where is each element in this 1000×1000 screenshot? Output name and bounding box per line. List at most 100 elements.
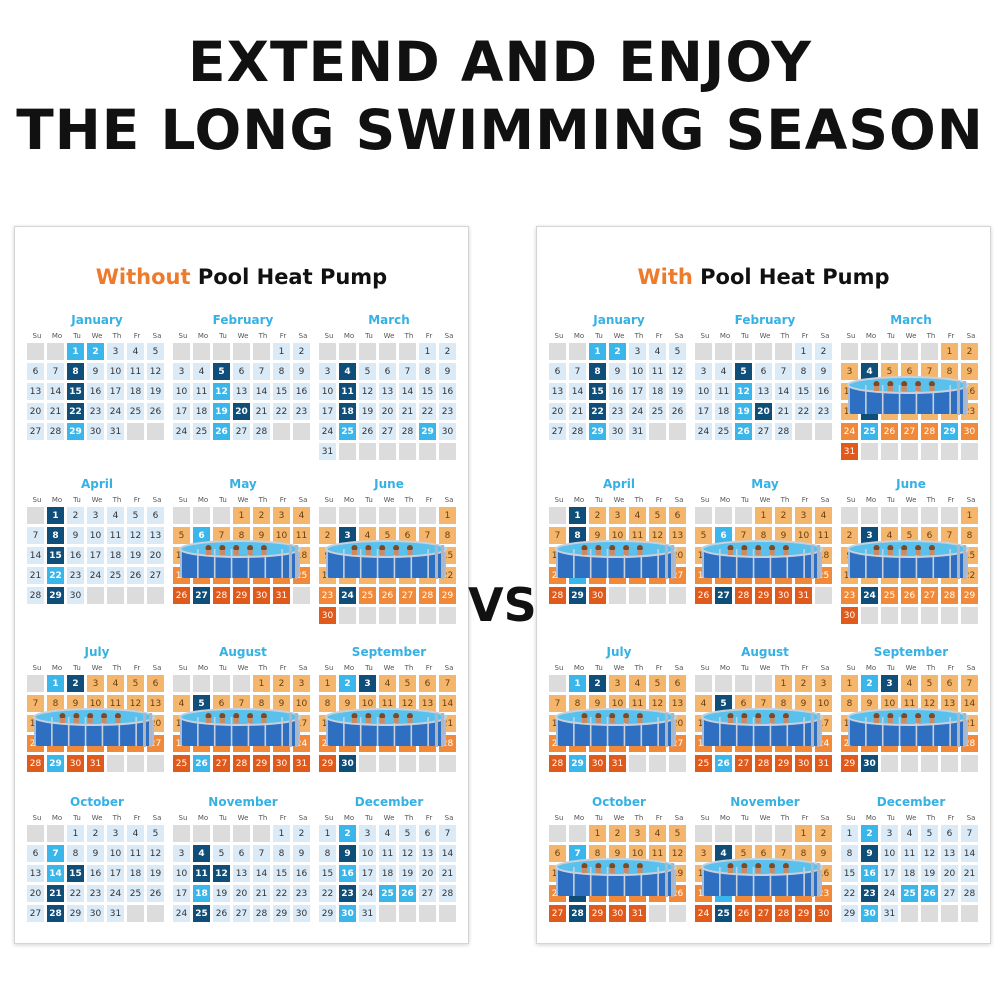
weekday-label: Mo: [343, 332, 355, 340]
weekday-label: Su: [32, 814, 42, 822]
day-cell: 1: [775, 675, 792, 692]
weekday-label: Th: [926, 496, 936, 504]
month-november: November Su Mo Tu We Th Fr Sa 1 2 3 4 5 6 7 8 9 10 11 12 13 1…: [695, 795, 835, 922]
day-cell: 13: [549, 383, 566, 400]
day-cell: 20: [941, 715, 958, 732]
day-cell: 28: [27, 755, 44, 772]
day-cell: 14: [233, 715, 250, 732]
day-cell: 9: [339, 845, 356, 862]
weekday-label: We: [613, 664, 625, 672]
day-cell: 18: [629, 715, 646, 732]
empty-day-cell: [127, 423, 144, 440]
day-cell: 24: [629, 885, 646, 902]
day-cell: 3: [795, 507, 812, 524]
day-cell: 17: [629, 865, 646, 882]
day-cell: 9: [861, 845, 878, 862]
empty-day-cell: [695, 825, 712, 842]
day-cell: 6: [715, 527, 732, 544]
day-grid: 1 2 3 4 5 6 7 8 9 10 11 12 13 14 15 16 17 18 19 20 21 22 23 24 2…: [841, 825, 981, 922]
day-cell: 26: [921, 885, 938, 902]
day-cell: 7: [941, 527, 958, 544]
day-cell: 8: [569, 527, 586, 544]
empty-day-cell: [901, 905, 918, 922]
weekday-label: Mo: [719, 332, 731, 340]
day-cell: 20: [233, 885, 250, 902]
day-cell: 11: [107, 695, 124, 712]
day-cell: 24: [173, 905, 190, 922]
month-name: February: [734, 313, 796, 327]
day-cell: 2: [589, 507, 606, 524]
day-cell: 4: [649, 825, 666, 842]
month-august: August Su Mo Tu We Th Fr Sa 1 2 3 4 5 6 7 8 9 10 11 12 13 14 1…: [695, 645, 835, 772]
weekday-label: Sa: [298, 496, 308, 504]
day-cell: 21: [549, 567, 566, 584]
day-cell: 13: [27, 383, 44, 400]
day-cell: 8: [67, 363, 84, 380]
day-cell: 2: [815, 343, 832, 360]
day-cell: 15: [47, 547, 64, 564]
day-cell: 28: [961, 735, 978, 752]
day-cell: 12: [669, 845, 686, 862]
day-cell: 11: [127, 845, 144, 862]
day-cell: 9: [293, 845, 310, 862]
day-cell: 25: [173, 755, 190, 772]
weekday-header: Su Mo Tu We Th Fr Sa: [695, 811, 835, 825]
empty-day-cell: [941, 755, 958, 772]
day-cell: 11: [173, 715, 190, 732]
day-cell: 12: [695, 547, 712, 564]
day-cell: 22: [273, 885, 290, 902]
weekday-label: Th: [404, 814, 414, 822]
day-cell: 5: [921, 825, 938, 842]
day-cell: 16: [815, 383, 832, 400]
day-cell: 9: [795, 695, 812, 712]
month-july: July Su Mo Tu We Th Fr Sa 1 2 3 4 5 6 7 8 9 10 11 12 13 14 15 1…: [549, 645, 689, 772]
day-cell: 27: [399, 587, 416, 604]
day-cell: 5: [669, 825, 686, 842]
day-grid: 1 2 3 4 5 6 7 8 9 10 11 12 13 14 15 16 17 18 19 20 21 22 23 24 2…: [27, 825, 167, 922]
panel-title-accent: With: [637, 265, 693, 289]
day-grid: 1 2 3 4 5 6 7 8 9 10 11 12 13 14 15 16 17 18 19 20 21 22 23 24 2…: [319, 675, 459, 772]
day-cell: 1: [755, 507, 772, 524]
weekday-label: Tu: [365, 496, 373, 504]
day-cell: 5: [193, 695, 210, 712]
empty-day-cell: [755, 343, 772, 360]
empty-day-cell: [735, 507, 752, 524]
day-cell: 28: [439, 735, 456, 752]
day-cell: 11: [649, 845, 666, 862]
day-cell: 11: [339, 383, 356, 400]
month-name: September: [351, 645, 427, 659]
day-cell: 15: [961, 547, 978, 564]
day-cell: 2: [815, 825, 832, 842]
weekday-label: Fr: [425, 664, 433, 672]
day-cell: 21: [569, 403, 586, 420]
day-cell: 10: [339, 547, 356, 564]
day-cell: 21: [439, 865, 456, 882]
empty-day-cell: [881, 443, 898, 460]
empty-day-cell: [861, 507, 878, 524]
day-cell: 28: [735, 587, 752, 604]
day-cell: 5: [399, 825, 416, 842]
day-cell: 1: [419, 343, 436, 360]
weekday-label: Su: [554, 664, 564, 672]
day-cell: 30: [273, 755, 290, 772]
weekday-label: Th: [780, 332, 790, 340]
day-cell: 4: [293, 507, 310, 524]
day-cell: 27: [233, 905, 250, 922]
weekday-label: Tu: [741, 664, 749, 672]
day-cell: 18: [649, 865, 666, 882]
day-cell: 30: [795, 755, 812, 772]
day-cell: 25: [695, 755, 712, 772]
empty-day-cell: [213, 343, 230, 360]
day-cell: 9: [815, 363, 832, 380]
day-cell: 3: [173, 845, 190, 862]
weekday-label: Th: [112, 664, 122, 672]
day-cell: 23: [589, 567, 606, 584]
day-cell: 2: [67, 507, 84, 524]
vs-label: VS: [468, 578, 537, 632]
empty-day-cell: [319, 343, 336, 360]
empty-day-cell: [173, 343, 190, 360]
day-cell: 26: [127, 735, 144, 752]
day-cell: 23: [795, 735, 812, 752]
day-cell: 13: [941, 845, 958, 862]
day-cell: 9: [609, 845, 626, 862]
